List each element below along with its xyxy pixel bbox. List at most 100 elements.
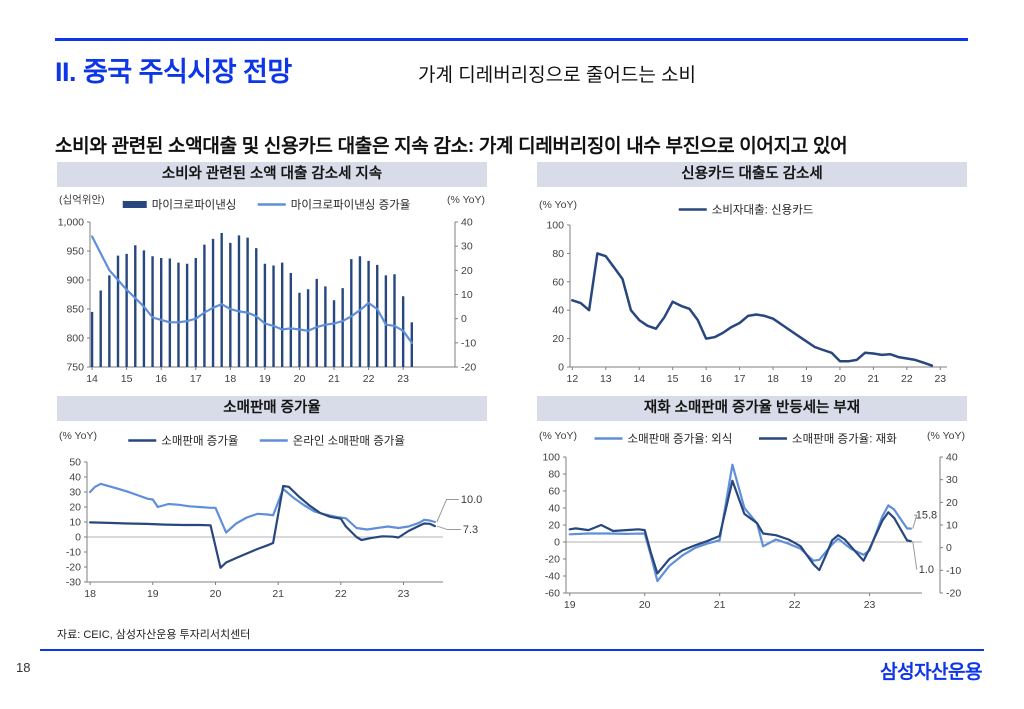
svg-text:40: 40	[946, 452, 958, 464]
svg-text:750: 750	[66, 362, 84, 374]
svg-text:(십억위안): (십억위안)	[59, 193, 105, 206]
svg-text:0: 0	[75, 532, 81, 544]
svg-text:1.0: 1.0	[919, 564, 934, 576]
svg-text:22: 22	[363, 373, 375, 385]
svg-text:7.3: 7.3	[463, 524, 478, 536]
top-divider	[55, 38, 968, 41]
page-number: 18	[16, 660, 31, 675]
svg-text:마이크로파이낸싱: 마이크로파이낸싱	[152, 199, 237, 212]
svg-text:21: 21	[272, 588, 284, 600]
key-message: 소비와 관련된 소액대출 및 신용카드 대출은 지속 감소: 가계 디레버리징이…	[55, 136, 848, 157]
svg-text:800: 800	[66, 333, 84, 345]
svg-text:15: 15	[667, 373, 679, 385]
svg-text:10: 10	[69, 517, 81, 529]
svg-text:30: 30	[461, 241, 473, 253]
svg-text:80: 80	[552, 248, 564, 260]
svg-text:20: 20	[834, 373, 846, 385]
panel-credit-card: 신용카드 대출도 감소세 (% YoY) 소비자대출: 신용카드 100 80 60 40…	[537, 162, 967, 392]
svg-text:0: 0	[946, 542, 952, 554]
svg-text:60: 60	[552, 276, 564, 288]
svg-text:온라인 소매판매 증가율: 온라인 소매판매 증가율	[293, 435, 405, 448]
svg-text:15.8: 15.8	[916, 510, 937, 522]
svg-text:소비자대출: 신용카드: 소비자대출: 신용카드	[712, 204, 814, 217]
svg-text:30: 30	[69, 487, 81, 499]
svg-text:950: 950	[66, 246, 84, 258]
svg-text:19: 19	[147, 588, 159, 600]
panel-retail-goods: 재화 소매판매 증가율 반등세는 부재 (% YoY) (% YoY) 소매판매 증…	[537, 396, 967, 621]
svg-text:(% YoY): (% YoY)	[539, 199, 577, 211]
chart-title-retail-goods: 재화 소매판매 증가율 반등세는 부재	[537, 396, 967, 421]
page-subtitle: 가계 디레버리징으로 줄어드는 소비	[418, 65, 697, 86]
svg-text:21: 21	[868, 373, 880, 385]
svg-text:18: 18	[224, 373, 236, 385]
svg-text:0: 0	[554, 537, 560, 549]
svg-text:16: 16	[155, 373, 167, 385]
svg-text:23: 23	[398, 588, 410, 600]
panel-microfinance: 소비와 관련된 소액 대출 감소세 지속 (십억위안) (% YoY) 마이크로파이…	[57, 162, 487, 392]
chart-title-microfinance: 소비와 관련된 소액 대출 감소세 지속	[57, 162, 487, 187]
svg-text:40: 40	[552, 305, 564, 317]
svg-text:18: 18	[84, 588, 96, 600]
svg-text:-20: -20	[461, 362, 476, 374]
svg-text:850: 850	[66, 304, 84, 316]
chart-retail-goods: (% YoY) (% YoY) 소매판매 증가율: 외식 소매판매 증가율: 재화 10…	[539, 430, 965, 611]
svg-text:60: 60	[548, 486, 560, 498]
svg-text:19: 19	[564, 599, 576, 611]
svg-text:30: 30	[946, 474, 958, 486]
chart-microfinance: (십억위안) (% YoY) 마이크로파이낸싱 마이크로파이낸싱 증가율 1,000 95…	[58, 193, 485, 385]
svg-text:20: 20	[294, 373, 306, 385]
svg-text:22: 22	[901, 373, 913, 385]
svg-text:23: 23	[864, 599, 876, 611]
svg-text:10: 10	[946, 520, 958, 532]
svg-text:마이크로파이낸싱 증가율: 마이크로파이낸싱 증가율	[291, 199, 411, 212]
svg-text:20: 20	[210, 588, 222, 600]
svg-text:10.0: 10.0	[461, 494, 482, 506]
svg-text:-20: -20	[66, 562, 81, 574]
svg-text:50: 50	[69, 457, 81, 469]
svg-text:17: 17	[734, 373, 746, 385]
svg-text:100: 100	[546, 220, 564, 232]
svg-text:20: 20	[639, 599, 651, 611]
svg-text:17: 17	[190, 373, 202, 385]
svg-text:-60: -60	[545, 588, 560, 600]
chart-title-retail-sales: 소매판매 증가율	[57, 396, 487, 421]
svg-text:23: 23	[934, 373, 946, 385]
svg-text:18: 18	[767, 373, 779, 385]
chart-title-credit-card: 신용카드 대출도 감소세	[537, 162, 967, 187]
svg-text:소매판매 증가율: 외식: 소매판매 증가율: 외식	[628, 433, 733, 446]
svg-text:0: 0	[461, 313, 467, 325]
svg-text:-20: -20	[946, 588, 961, 600]
svg-text:22: 22	[335, 588, 347, 600]
svg-text:80: 80	[548, 469, 560, 481]
chart-retail-sales: (% YoY) 소매판매 증가율 온라인 소매판매 증가율 50 40 30 20 10 0 -1…	[59, 430, 482, 600]
svg-text:15: 15	[121, 373, 133, 385]
svg-text:16: 16	[700, 373, 712, 385]
chart-credit-card: (% YoY) 소비자대출: 신용카드 100 80 60 40 20 012 13 14 15 16…	[539, 199, 947, 385]
svg-text:-10: -10	[461, 337, 476, 349]
svg-text:-10: -10	[946, 565, 961, 577]
svg-text:40: 40	[548, 503, 560, 515]
svg-text:-30: -30	[66, 577, 81, 589]
svg-text:13: 13	[600, 373, 612, 385]
svg-text:22: 22	[789, 599, 801, 611]
svg-text:21: 21	[714, 599, 726, 611]
svg-text:20: 20	[548, 520, 560, 532]
svg-text:(% YoY): (% YoY)	[927, 430, 965, 442]
svg-text:40: 40	[461, 217, 473, 229]
svg-text:소매판매 증가율: 소매판매 증가율	[161, 435, 238, 448]
svg-text:12: 12	[566, 373, 578, 385]
svg-text:21: 21	[328, 373, 340, 385]
svg-text:20: 20	[946, 497, 958, 509]
panel-retail-sales: 소매판매 증가율 (% YoY) 소매판매 증가율 온라인 소매판매 증가율 50 40…	[57, 396, 487, 621]
svg-text:(% YoY): (% YoY)	[447, 194, 485, 206]
svg-text:100: 100	[542, 452, 560, 464]
svg-text:-10: -10	[66, 547, 81, 559]
svg-text:(% YoY): (% YoY)	[539, 430, 577, 442]
svg-text:40: 40	[69, 472, 81, 484]
svg-text:(% YoY): (% YoY)	[59, 430, 97, 442]
svg-text:19: 19	[259, 373, 271, 385]
company-logo: 삼성자산운용	[880, 662, 982, 683]
svg-text:19: 19	[801, 373, 813, 385]
svg-text:20: 20	[552, 333, 564, 345]
